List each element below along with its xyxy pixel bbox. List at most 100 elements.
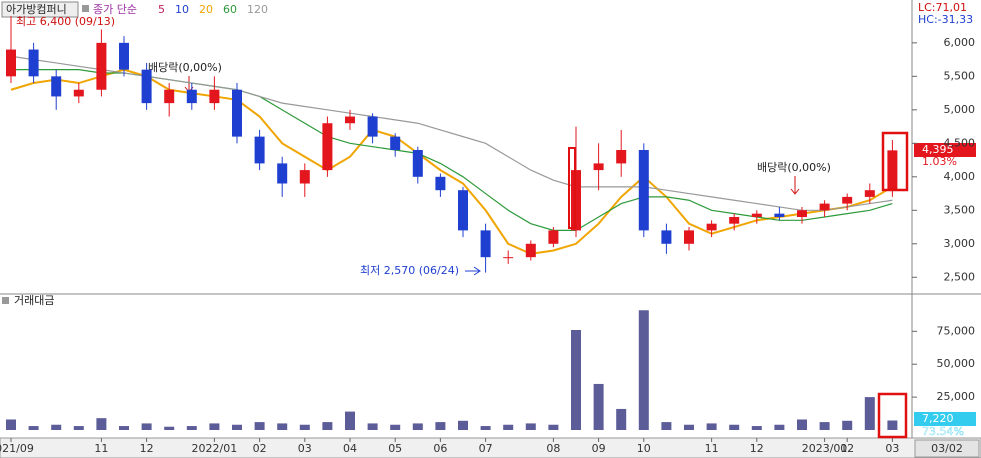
title-box[interactable] bbox=[1, 1, 79, 18]
legend-icon bbox=[82, 5, 89, 12]
volume-bar bbox=[593, 383, 604, 430]
hc-label: HC:-31,33 bbox=[918, 13, 973, 26]
volume-bar bbox=[774, 424, 785, 430]
volume-bar bbox=[232, 424, 242, 430]
volume-bar bbox=[548, 424, 559, 430]
candle-body bbox=[254, 136, 265, 164]
last-volume: 7,220 bbox=[922, 412, 954, 425]
volume-bar bbox=[119, 426, 129, 430]
candle-body bbox=[96, 42, 107, 90]
candle-body bbox=[345, 116, 355, 124]
dividend-arrow bbox=[790, 176, 800, 195]
candle-body bbox=[684, 230, 694, 244]
x-tick-label: 12 bbox=[140, 442, 154, 455]
lc-label: LC:71,01 bbox=[918, 1, 967, 14]
volume-bar bbox=[638, 310, 649, 430]
volume-bar bbox=[819, 422, 830, 430]
ma-legend-item: 120 bbox=[247, 3, 268, 16]
candle-body bbox=[661, 230, 672, 244]
highlight-box bbox=[881, 131, 909, 192]
volume-pct: 73.54% bbox=[922, 425, 964, 438]
high-annotation: 최고 6,400 (09/13) bbox=[16, 15, 115, 28]
highlight-box bbox=[877, 392, 908, 439]
volume-bar bbox=[458, 420, 468, 430]
marks: 2,500 3,000 3,500 4,000 4,500 5,000 5,500 6,000… bbox=[0, 16, 975, 455]
candle-body bbox=[593, 163, 604, 171]
y-tick-label: 3,500 bbox=[944, 203, 976, 216]
candle-body bbox=[638, 150, 649, 231]
volume-bar bbox=[435, 422, 446, 430]
ma-line bbox=[10, 68, 893, 255]
candle-body bbox=[367, 116, 378, 137]
x-axis-band bbox=[0, 437, 981, 458]
candle-body bbox=[480, 230, 491, 258]
date-box bbox=[914, 439, 980, 458]
volume-bar bbox=[706, 423, 717, 430]
x-tick-label: 11 bbox=[705, 442, 719, 455]
candle-body bbox=[28, 49, 39, 77]
volume-bar bbox=[751, 426, 762, 430]
volume-title: 거래대금 bbox=[14, 294, 54, 307]
volume-bar bbox=[729, 424, 740, 430]
candle-body bbox=[887, 150, 898, 191]
volume-tick-label: 75,000 bbox=[937, 324, 976, 337]
volume-bar bbox=[345, 411, 355, 430]
ma-legend-item: 60 bbox=[223, 3, 237, 16]
candle-body bbox=[503, 257, 514, 259]
candle-body bbox=[164, 89, 175, 104]
candle-body bbox=[458, 190, 468, 231]
candle-body bbox=[73, 89, 84, 97]
dividend-annotation: 배당락(0,00%) bbox=[757, 161, 831, 174]
volume-bar bbox=[390, 424, 401, 430]
y-tick-label: 3,000 bbox=[944, 237, 976, 250]
volume-bar bbox=[480, 426, 491, 430]
y-tick-label: 5,500 bbox=[944, 69, 976, 82]
date-box-label: 03/02 bbox=[931, 442, 963, 455]
candle-body bbox=[435, 176, 446, 191]
volume-bar bbox=[322, 422, 333, 430]
last-price: 4,395 bbox=[922, 143, 954, 156]
ma-legend: 5 10 20 60 120 bbox=[158, 3, 268, 16]
stock-name[interactable]: 아가방컴퍼니 bbox=[6, 3, 67, 16]
candle-body bbox=[186, 89, 197, 104]
candle-body bbox=[616, 150, 627, 164]
volume-bar bbox=[209, 423, 220, 430]
candle-body bbox=[209, 89, 220, 104]
candle-body bbox=[299, 170, 310, 184]
volume-bar bbox=[525, 423, 536, 430]
x-tick-label: 04 bbox=[343, 442, 357, 455]
y-tick-label: 2,500 bbox=[944, 270, 976, 283]
x-tick-label: 10 bbox=[637, 442, 651, 455]
volume-bar bbox=[864, 397, 875, 430]
candle-body bbox=[51, 76, 62, 97]
x-tick-label: 03 bbox=[885, 442, 899, 455]
y-tick-label: 5,000 bbox=[944, 103, 976, 116]
volume-bar bbox=[842, 420, 853, 430]
volume-bar bbox=[6, 419, 16, 430]
volume-bar bbox=[141, 423, 152, 430]
volume-bar bbox=[186, 426, 197, 430]
x-tick-label: 07 bbox=[479, 442, 493, 455]
candle-body bbox=[774, 213, 785, 217]
volume-bar bbox=[684, 424, 694, 430]
ma-line bbox=[10, 55, 893, 211]
change-pct: 1.03% bbox=[922, 155, 957, 168]
x-tick-label: 05 bbox=[388, 442, 402, 455]
ma-legend-item: 20 bbox=[199, 3, 213, 16]
legend-label: 종가 단순 bbox=[93, 3, 137, 16]
volume-bar bbox=[28, 426, 39, 430]
volume-bar bbox=[299, 424, 310, 430]
volume-bar bbox=[73, 426, 84, 430]
x-tick-label: 06 bbox=[433, 442, 447, 455]
volume-bar bbox=[254, 422, 265, 430]
candle-body bbox=[842, 196, 853, 204]
low-annotation: 최저 2,570 (06/24) bbox=[360, 264, 459, 277]
volume-bar bbox=[661, 422, 672, 430]
volume-bar bbox=[96, 418, 107, 430]
y-tick-label: 4,500 bbox=[944, 136, 976, 149]
x-tick-label: 2021/09 bbox=[0, 442, 34, 455]
last-price-box bbox=[914, 143, 976, 157]
candle-body bbox=[706, 223, 717, 231]
